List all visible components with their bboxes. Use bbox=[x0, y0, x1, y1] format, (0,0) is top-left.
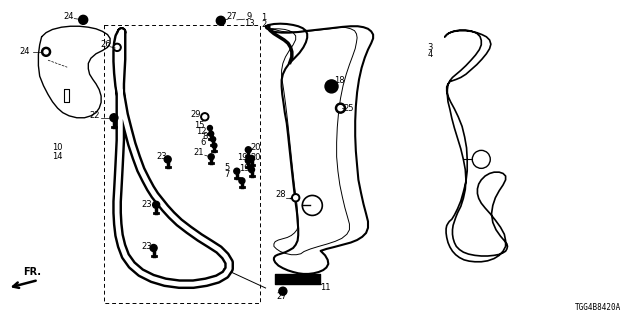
Text: 26: 26 bbox=[100, 40, 111, 49]
Circle shape bbox=[42, 47, 51, 56]
Text: TGG4B8420A: TGG4B8420A bbox=[575, 303, 621, 312]
Circle shape bbox=[211, 137, 216, 142]
Text: 21: 21 bbox=[193, 148, 204, 157]
Circle shape bbox=[248, 167, 255, 172]
Text: 13: 13 bbox=[244, 19, 255, 28]
Text: 8: 8 bbox=[202, 132, 207, 141]
Circle shape bbox=[113, 44, 121, 52]
Text: 29: 29 bbox=[190, 110, 200, 119]
Circle shape bbox=[212, 143, 217, 148]
Circle shape bbox=[208, 154, 214, 160]
Text: 27: 27 bbox=[276, 292, 287, 301]
Text: 15: 15 bbox=[195, 121, 205, 130]
Circle shape bbox=[248, 156, 255, 161]
Circle shape bbox=[325, 80, 338, 93]
Circle shape bbox=[110, 114, 118, 122]
Circle shape bbox=[294, 196, 298, 200]
Circle shape bbox=[239, 178, 245, 184]
Circle shape bbox=[209, 131, 214, 136]
Circle shape bbox=[338, 106, 343, 111]
Circle shape bbox=[335, 103, 346, 113]
Text: 24: 24 bbox=[64, 12, 74, 20]
Text: 1: 1 bbox=[261, 13, 266, 22]
Text: 9: 9 bbox=[247, 12, 252, 21]
Circle shape bbox=[203, 115, 207, 119]
Text: 7: 7 bbox=[225, 170, 230, 179]
Text: 11: 11 bbox=[320, 284, 330, 292]
Circle shape bbox=[79, 15, 88, 24]
Text: 25: 25 bbox=[344, 104, 354, 113]
Circle shape bbox=[207, 125, 212, 131]
Circle shape bbox=[279, 287, 287, 295]
Circle shape bbox=[216, 16, 225, 25]
Text: 14: 14 bbox=[52, 152, 63, 161]
Text: 3: 3 bbox=[428, 43, 433, 52]
Circle shape bbox=[115, 45, 119, 49]
Text: 23: 23 bbox=[142, 242, 152, 251]
Text: 12: 12 bbox=[196, 127, 207, 136]
Text: 2: 2 bbox=[261, 20, 266, 28]
Text: 23: 23 bbox=[142, 200, 152, 209]
Text: 20: 20 bbox=[251, 153, 261, 162]
Text: 18: 18 bbox=[334, 76, 344, 85]
Circle shape bbox=[234, 168, 240, 174]
Circle shape bbox=[245, 147, 252, 153]
Circle shape bbox=[164, 156, 171, 163]
Circle shape bbox=[201, 113, 209, 121]
Circle shape bbox=[150, 244, 157, 252]
Text: 20: 20 bbox=[251, 143, 261, 152]
Text: 23: 23 bbox=[156, 152, 166, 161]
Circle shape bbox=[245, 158, 252, 164]
Text: 27: 27 bbox=[227, 12, 237, 20]
Text: 19: 19 bbox=[237, 153, 247, 162]
Text: 28: 28 bbox=[275, 190, 285, 199]
Circle shape bbox=[292, 194, 300, 202]
Text: 22: 22 bbox=[90, 111, 100, 120]
Text: 19: 19 bbox=[239, 164, 250, 173]
Circle shape bbox=[44, 50, 48, 54]
Bar bbox=[104, 25, 260, 303]
Text: 4: 4 bbox=[428, 50, 433, 59]
Text: 24: 24 bbox=[19, 47, 29, 56]
Text: 5: 5 bbox=[225, 163, 230, 172]
Circle shape bbox=[153, 201, 159, 208]
Text: 10: 10 bbox=[52, 143, 63, 152]
Text: FR.: FR. bbox=[23, 267, 41, 277]
Text: 6: 6 bbox=[201, 138, 206, 147]
